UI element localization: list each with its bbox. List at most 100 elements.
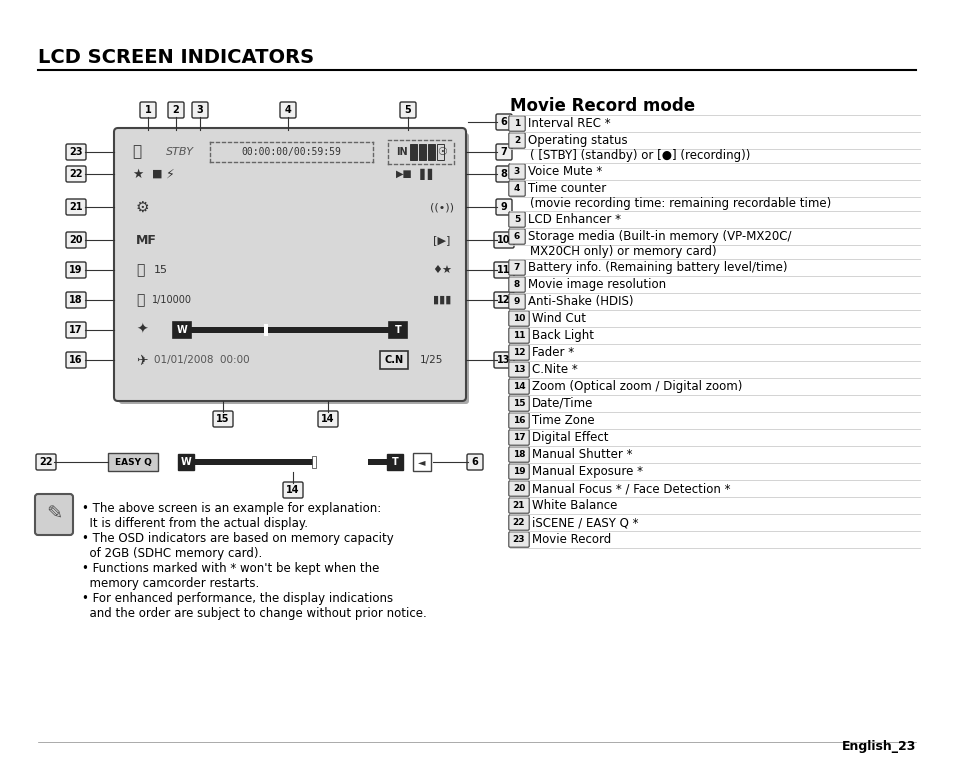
Text: ✦: ✦ <box>136 323 148 337</box>
Text: Operating status: Operating status <box>527 134 627 147</box>
Bar <box>436 144 443 160</box>
Text: Time Zone: Time Zone <box>532 414 594 427</box>
FancyBboxPatch shape <box>66 199 86 215</box>
FancyBboxPatch shape <box>508 379 529 394</box>
Text: 6: 6 <box>471 457 477 467</box>
Text: 12: 12 <box>512 348 525 357</box>
Text: LCD Enhancer *: LCD Enhancer * <box>527 213 620 226</box>
FancyBboxPatch shape <box>508 212 525 227</box>
Text: STBY: STBY <box>166 147 193 157</box>
Text: Movie Record mode: Movie Record mode <box>510 97 695 115</box>
Text: Date/Time: Date/Time <box>532 397 593 410</box>
Text: ⏱: ⏱ <box>136 293 144 307</box>
Text: 2: 2 <box>172 105 179 115</box>
Text: memory camcorder restarts.: memory camcorder restarts. <box>82 577 259 590</box>
Text: ✎: ✎ <box>46 505 62 524</box>
Text: W: W <box>180 457 192 467</box>
FancyBboxPatch shape <box>508 116 525 131</box>
Text: 3: 3 <box>196 105 203 115</box>
FancyBboxPatch shape <box>66 166 86 182</box>
Text: 16: 16 <box>70 355 83 365</box>
Text: Time counter: Time counter <box>527 182 605 195</box>
Text: ■: ■ <box>152 169 162 179</box>
Text: Fader *: Fader * <box>532 346 574 359</box>
Bar <box>312 456 315 468</box>
Text: 01/01/2008  00:00: 01/01/2008 00:00 <box>153 355 250 365</box>
Text: 16: 16 <box>512 416 525 425</box>
FancyBboxPatch shape <box>508 515 529 530</box>
FancyBboxPatch shape <box>494 232 514 248</box>
FancyBboxPatch shape <box>283 482 303 498</box>
Text: 19: 19 <box>512 467 525 476</box>
FancyBboxPatch shape <box>172 322 191 338</box>
Text: W: W <box>176 325 187 335</box>
Bar <box>264 324 268 336</box>
Text: 1/25: 1/25 <box>419 355 443 365</box>
Text: 20: 20 <box>70 235 83 245</box>
Text: 22: 22 <box>512 518 525 527</box>
FancyBboxPatch shape <box>496 166 512 182</box>
Text: 00:00:00/00:59:59: 00:00:00/00:59:59 <box>241 147 341 157</box>
Text: [▶]: [▶] <box>433 235 450 245</box>
Text: Movie Record: Movie Record <box>532 533 611 546</box>
FancyBboxPatch shape <box>508 396 529 411</box>
Text: 1/10000: 1/10000 <box>152 295 192 305</box>
Text: Anti-Shake (HDIS): Anti-Shake (HDIS) <box>527 295 633 308</box>
FancyBboxPatch shape <box>508 362 529 377</box>
Text: ♦★: ♦★ <box>432 265 452 275</box>
Text: 23: 23 <box>70 147 83 157</box>
Text: 9: 9 <box>500 202 507 212</box>
Text: • The OSD indicators are based on memory capacity: • The OSD indicators are based on memory… <box>82 532 394 545</box>
FancyBboxPatch shape <box>508 294 525 309</box>
Text: 21: 21 <box>70 202 83 212</box>
Text: Digital Effect: Digital Effect <box>532 431 608 444</box>
Text: C.N: C.N <box>384 355 403 365</box>
FancyBboxPatch shape <box>508 498 529 513</box>
FancyBboxPatch shape <box>213 411 233 427</box>
Text: 15: 15 <box>216 414 230 424</box>
FancyBboxPatch shape <box>508 133 525 148</box>
Text: • The above screen is an example for explanation:: • The above screen is an example for exp… <box>82 502 381 515</box>
FancyBboxPatch shape <box>496 114 512 130</box>
Bar <box>314 457 367 467</box>
Text: 10: 10 <box>513 314 525 323</box>
FancyBboxPatch shape <box>399 102 416 118</box>
Text: 4: 4 <box>284 105 291 115</box>
Text: ▮▮▮: ▮▮▮ <box>433 295 451 305</box>
Text: • For enhanced performance, the display indications: • For enhanced performance, the display … <box>82 592 393 605</box>
FancyBboxPatch shape <box>508 260 525 275</box>
Text: 17: 17 <box>70 325 83 335</box>
FancyBboxPatch shape <box>389 322 407 338</box>
Bar <box>178 454 193 470</box>
Text: 5: 5 <box>404 105 411 115</box>
FancyBboxPatch shape <box>192 102 208 118</box>
Text: 14: 14 <box>286 485 299 495</box>
Text: 18: 18 <box>512 450 525 459</box>
Text: 5: 5 <box>514 215 519 224</box>
FancyBboxPatch shape <box>108 453 158 471</box>
Text: 22: 22 <box>39 457 52 467</box>
FancyBboxPatch shape <box>494 352 514 368</box>
Text: Battery info. (Remaining battery level/time): Battery info. (Remaining battery level/t… <box>527 261 786 274</box>
Text: 3: 3 <box>514 167 519 176</box>
Text: ( [STBY] (standby) or [●] (recording)): ( [STBY] (standby) or [●] (recording)) <box>530 150 750 163</box>
Text: 15: 15 <box>512 399 525 408</box>
Text: ▐▐: ▐▐ <box>416 169 433 179</box>
FancyBboxPatch shape <box>496 144 512 160</box>
FancyBboxPatch shape <box>36 454 56 470</box>
FancyBboxPatch shape <box>508 311 529 326</box>
FancyBboxPatch shape <box>508 430 529 445</box>
Bar <box>413 453 431 471</box>
Text: ◄: ◄ <box>417 457 425 467</box>
Text: 8: 8 <box>514 280 519 289</box>
FancyBboxPatch shape <box>508 181 525 196</box>
FancyBboxPatch shape <box>66 292 86 308</box>
Text: T: T <box>392 457 398 467</box>
Bar <box>418 144 426 160</box>
Text: 13: 13 <box>512 365 525 374</box>
Bar <box>428 144 435 160</box>
Text: and the order are subject to change without prior notice.: and the order are subject to change with… <box>82 607 426 620</box>
Text: 20: 20 <box>513 484 525 493</box>
Text: 🎥: 🎥 <box>132 144 141 160</box>
FancyBboxPatch shape <box>66 232 86 248</box>
